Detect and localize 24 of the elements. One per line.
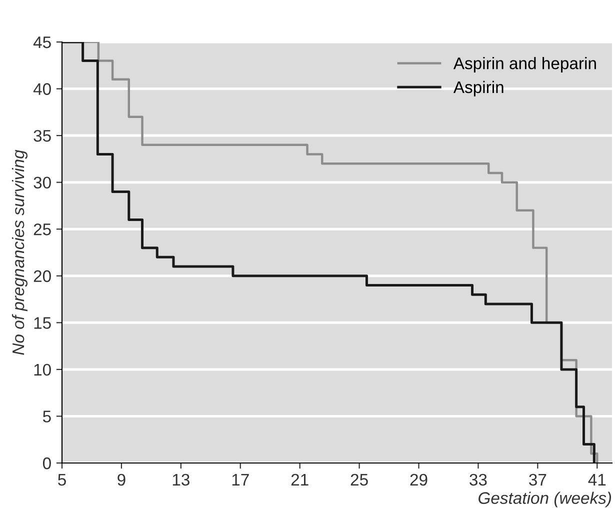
- x-axis-title: Gestation (weeks): [478, 492, 612, 508]
- x-tick-label: 25: [350, 474, 368, 486]
- x-tick-label: 13: [172, 474, 190, 486]
- x-tick-label: 9: [118, 474, 126, 486]
- x-tick-label: 21: [291, 474, 308, 486]
- y-tick-label: 35: [34, 130, 51, 142]
- y-tick-label: 45: [33, 36, 51, 48]
- x-tick-label: 37: [529, 474, 546, 486]
- y-tick-label: 25: [34, 224, 51, 236]
- y-tick-label: 40: [33, 83, 51, 95]
- y-tick-label: 15: [34, 317, 51, 329]
- y-tick-label: 0: [42, 457, 51, 470]
- legend-label: Aspirin: [453, 80, 504, 96]
- x-tick-label: 41: [588, 474, 606, 486]
- x-tick-label: 33: [470, 474, 487, 486]
- x-tick-label: 5: [58, 474, 66, 486]
- x-tick-label: 29: [410, 474, 428, 486]
- y-tick-label: 20: [34, 270, 51, 282]
- y-axis-title: No of pregnancies surviving: [12, 150, 28, 355]
- x-tick-label: 17: [232, 474, 249, 486]
- y-tick-label: 10: [34, 364, 51, 376]
- y-tick-label: 30: [34, 176, 51, 189]
- y-tick-label: 5: [42, 410, 51, 422]
- legend-label: Aspirin and heparin: [453, 57, 596, 73]
